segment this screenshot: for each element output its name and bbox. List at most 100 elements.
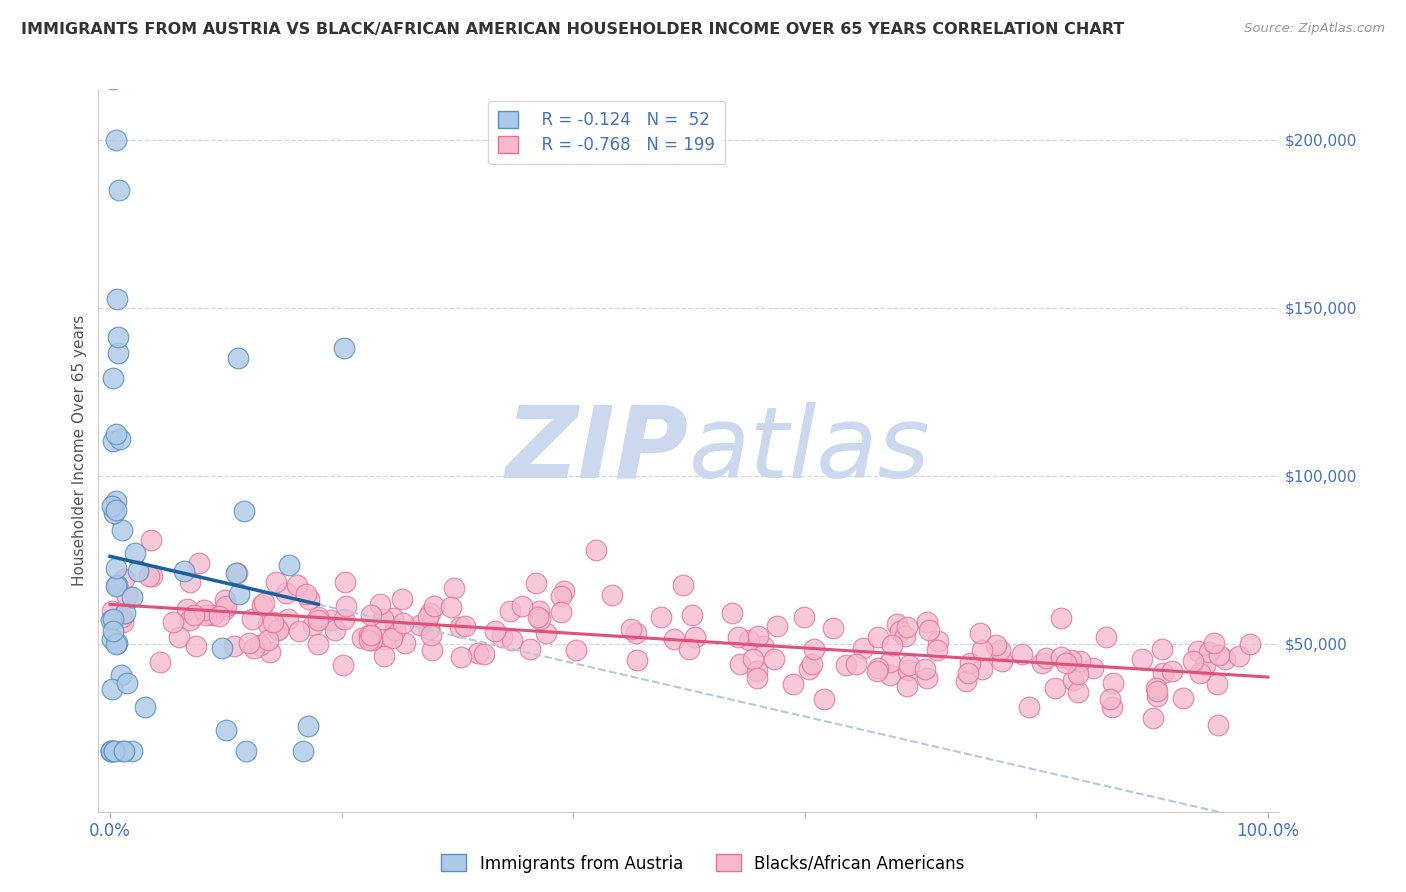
Point [1142, 711, 1164, 725]
Point [879, 667, 901, 681]
Point [1146, 683, 1168, 698]
Point [420, 628, 443, 642]
Point [115, 675, 138, 690]
Point [418, 610, 440, 624]
Y-axis label: Householder Income Over 65 years: Householder Income Over 65 years [72, 315, 87, 586]
Point [101, 632, 124, 646]
Point [1239, 637, 1261, 651]
Point [262, 615, 284, 630]
Point [214, 602, 236, 616]
Point [803, 642, 825, 657]
Point [550, 606, 572, 620]
Point [249, 639, 271, 653]
Point [886, 617, 908, 632]
Point [835, 658, 858, 673]
Point [1069, 654, 1091, 668]
Point [1204, 636, 1226, 650]
Point [101, 499, 124, 513]
Point [360, 633, 382, 648]
Point [104, 637, 127, 651]
Point [553, 583, 575, 598]
Point [228, 587, 250, 601]
Point [138, 569, 160, 583]
Point [259, 645, 281, 659]
Point [454, 619, 477, 633]
Point [745, 671, 768, 685]
Point [101, 624, 124, 638]
Point [984, 638, 1007, 652]
Point [782, 677, 804, 691]
Point [527, 604, 550, 618]
Point [193, 603, 215, 617]
Point [179, 574, 201, 589]
Point [626, 626, 648, 640]
Point [105, 578, 128, 592]
Point [620, 622, 643, 636]
Point [727, 630, 749, 644]
Point [1182, 654, 1205, 668]
Point [100, 744, 122, 758]
Point [420, 642, 443, 657]
Point [103, 744, 125, 758]
Point [501, 632, 523, 647]
Point [650, 610, 672, 624]
Point [360, 628, 382, 642]
Point [409, 617, 432, 632]
Point [121, 744, 143, 758]
Point [524, 576, 547, 591]
Point [550, 589, 572, 603]
Point [253, 596, 276, 610]
Point [207, 608, 229, 623]
Point [450, 649, 472, 664]
Point [1102, 675, 1125, 690]
Point [297, 719, 319, 733]
Point [896, 679, 918, 693]
Point [1062, 673, 1084, 687]
Point [866, 664, 889, 678]
Point [897, 664, 920, 678]
Point [104, 560, 127, 574]
Point [1160, 664, 1182, 678]
Point [970, 643, 993, 657]
Point [308, 613, 330, 627]
Point [1045, 681, 1067, 695]
Point [215, 723, 238, 737]
Point [264, 574, 287, 589]
Point [257, 632, 280, 647]
Point [103, 507, 125, 521]
Point [914, 662, 936, 676]
Point [969, 626, 991, 640]
Point [821, 621, 844, 635]
Point [626, 652, 648, 666]
Point [359, 633, 381, 648]
Point [868, 661, 890, 675]
Point [381, 631, 404, 645]
Point [1206, 717, 1229, 731]
Point [845, 657, 868, 671]
Point [373, 632, 395, 647]
Point [332, 658, 354, 673]
Point [112, 572, 135, 586]
Point [162, 615, 184, 630]
Point [728, 657, 751, 671]
Point [238, 636, 260, 650]
Point [211, 640, 233, 655]
Point [988, 643, 1011, 657]
Point [529, 612, 551, 626]
Point [925, 643, 948, 657]
Point [866, 630, 889, 644]
Point [918, 623, 941, 637]
Point [813, 691, 835, 706]
Point [742, 652, 765, 666]
Point [747, 629, 769, 643]
Point [187, 557, 209, 571]
Point [240, 612, 263, 626]
Point [302, 617, 325, 632]
Point [288, 624, 311, 638]
Point [752, 639, 775, 653]
Point [117, 590, 139, 604]
Point [889, 624, 911, 639]
Point [678, 642, 700, 657]
Point [1187, 643, 1209, 657]
Point [333, 341, 356, 355]
